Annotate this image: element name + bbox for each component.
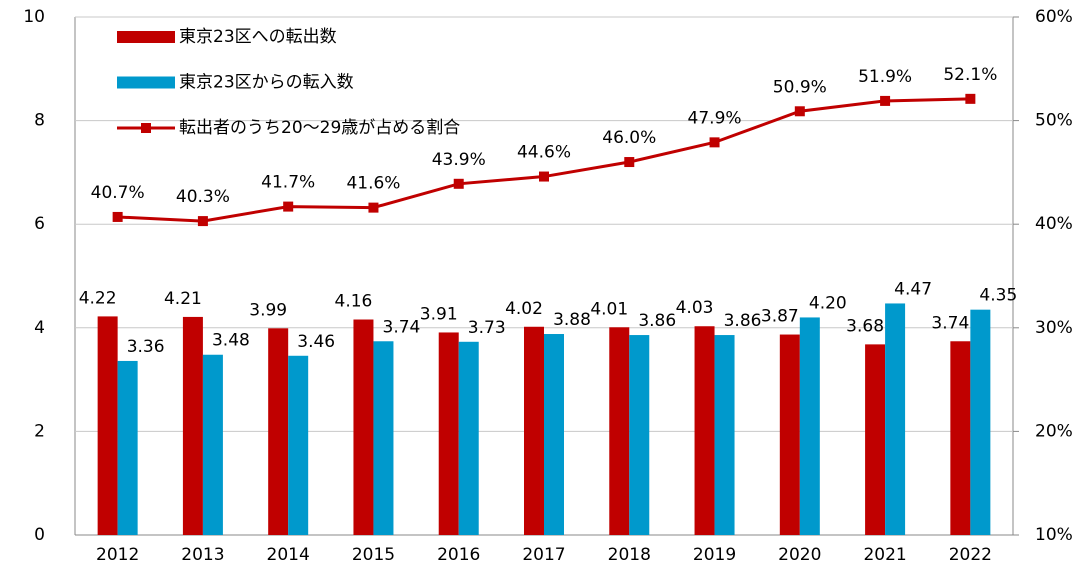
line-marker xyxy=(624,157,635,168)
x-tick-label: 2014 xyxy=(267,545,310,565)
data-label: 46.0% xyxy=(602,128,656,148)
bar xyxy=(609,327,630,535)
data-label: 51.9% xyxy=(858,67,912,87)
data-label: 47.9% xyxy=(688,108,742,128)
bar xyxy=(202,354,223,535)
data-label: 4.03 xyxy=(676,298,714,318)
data-label: 43.9% xyxy=(432,150,486,170)
bar xyxy=(373,341,394,535)
bar xyxy=(438,332,459,535)
x-tick-label: 2018 xyxy=(608,545,651,565)
line-marker xyxy=(709,137,720,148)
data-label: 3.36 xyxy=(127,337,165,357)
legend-swatch xyxy=(141,123,151,133)
bar xyxy=(694,326,715,535)
line-marker xyxy=(283,201,294,212)
x-tick-label: 2017 xyxy=(522,545,565,565)
data-label: 3.86 xyxy=(638,311,676,331)
x-tick-label: 2022 xyxy=(949,545,992,565)
data-label: 3.74 xyxy=(931,313,969,333)
x-tick-label: 2020 xyxy=(778,545,821,565)
x-tick-label: 2013 xyxy=(181,545,224,565)
bar xyxy=(97,316,118,535)
bar xyxy=(799,317,820,535)
line-marker xyxy=(880,95,891,106)
data-label: 3.46 xyxy=(297,332,335,352)
line-marker xyxy=(197,216,208,227)
data-label: 3.74 xyxy=(383,317,421,337)
bar xyxy=(865,344,886,535)
y2-tick-label: 50% xyxy=(1035,111,1073,131)
y-tick-label: 8 xyxy=(34,111,45,131)
bar xyxy=(950,341,971,535)
y2-tick-label: 30% xyxy=(1035,318,1073,338)
data-label: 3.86 xyxy=(724,311,762,331)
data-label: 3.68 xyxy=(846,316,884,336)
x-tick-label: 2012 xyxy=(96,545,139,565)
y2-tick-label: 20% xyxy=(1035,421,1073,441)
bar xyxy=(970,309,991,535)
data-label: 4.16 xyxy=(335,292,373,312)
bar xyxy=(288,355,309,535)
bar xyxy=(268,328,289,535)
line-marker xyxy=(965,93,976,104)
bar xyxy=(524,326,544,535)
legend-label: 転出者のうち20〜29歳が占める割合 xyxy=(179,118,460,138)
data-label: 3.88 xyxy=(553,310,591,330)
legend-label: 東京23区からの転入数 xyxy=(179,73,354,93)
legend-swatch xyxy=(117,31,175,43)
y2-tick-label: 40% xyxy=(1035,214,1073,234)
bar xyxy=(117,360,138,535)
data-label: 40.7% xyxy=(91,183,145,203)
data-label: 4.20 xyxy=(809,293,847,313)
y2-tick-label: 10% xyxy=(1035,525,1073,545)
data-label: 3.91 xyxy=(420,304,458,324)
data-label: 50.9% xyxy=(773,77,827,97)
x-tick-label: 2016 xyxy=(437,545,480,565)
data-label: 4.22 xyxy=(79,288,117,308)
data-label: 3.48 xyxy=(212,331,250,351)
bar xyxy=(779,334,800,535)
data-label: 41.7% xyxy=(261,173,315,193)
data-label: 3.73 xyxy=(468,318,506,338)
y2-tick-label: 60% xyxy=(1035,7,1073,27)
y-tick-label: 4 xyxy=(34,318,45,338)
data-label: 44.6% xyxy=(517,143,571,163)
legend-swatch xyxy=(117,76,175,89)
data-label: 4.01 xyxy=(590,299,628,319)
data-label: 52.1% xyxy=(943,65,997,85)
line-marker xyxy=(794,106,805,117)
line-marker xyxy=(539,171,549,182)
bar xyxy=(629,335,650,535)
data-label: 4.21 xyxy=(164,289,202,309)
data-label: 4.02 xyxy=(505,299,543,319)
data-label: 41.6% xyxy=(346,174,400,194)
line-marker xyxy=(368,202,379,213)
x-tick-label: 2021 xyxy=(863,545,906,565)
bar xyxy=(458,341,479,535)
y-tick-label: 0 xyxy=(34,525,45,545)
x-tick-label: 2019 xyxy=(693,545,736,565)
bar xyxy=(353,319,374,535)
legend-label: 東京23区への転出数 xyxy=(179,27,337,47)
y-tick-label: 10 xyxy=(23,7,45,27)
data-label: 40.3% xyxy=(176,187,230,207)
data-label: 3.99 xyxy=(249,300,287,320)
line-marker xyxy=(453,178,464,189)
x-tick-label: 2015 xyxy=(352,545,395,565)
data-label: 3.87 xyxy=(761,307,799,327)
data-label: 4.47 xyxy=(894,279,932,299)
y-tick-label: 2 xyxy=(34,421,45,441)
y-tick-label: 6 xyxy=(34,214,45,234)
bar xyxy=(182,316,203,535)
data-label: 4.35 xyxy=(979,286,1017,306)
bar xyxy=(544,334,564,535)
line-marker xyxy=(112,211,123,222)
bar xyxy=(885,303,906,535)
bar xyxy=(714,335,735,535)
